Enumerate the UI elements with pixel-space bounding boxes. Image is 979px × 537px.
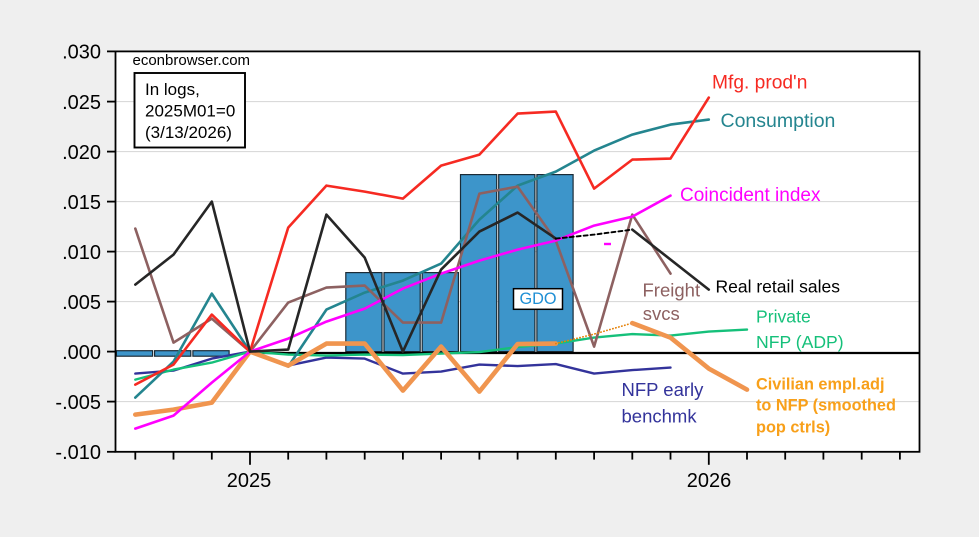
svg-text:pop ctrls): pop ctrls) [756, 419, 830, 437]
svg-text:.005: .005 [62, 292, 101, 314]
svg-text:GDO: GDO [519, 290, 556, 308]
svg-text:-.005: -.005 [55, 392, 101, 414]
svg-text:.020: .020 [62, 142, 101, 164]
svg-text:Private: Private [756, 307, 811, 327]
svg-text:-.010: -.010 [55, 442, 101, 464]
svg-text:2026: 2026 [687, 470, 732, 492]
svg-text:.010: .010 [62, 242, 101, 264]
svg-text:Consumption: Consumption [721, 110, 836, 132]
svg-text:Freight: Freight [643, 279, 701, 300]
svg-text:svcs: svcs [643, 303, 680, 324]
svg-text:NFP (ADP): NFP (ADP) [756, 332, 844, 352]
svg-text:.025: .025 [62, 92, 101, 114]
svg-text:NFP early: NFP early [622, 379, 705, 400]
svg-text:.000: .000 [62, 342, 101, 364]
svg-text:2025: 2025 [227, 470, 272, 492]
svg-text:econbrowser.com: econbrowser.com [133, 52, 251, 69]
svg-text:Civilian empl.adj: Civilian empl.adj [756, 376, 884, 394]
svg-text:.015: .015 [62, 192, 101, 214]
svg-text:benchmk: benchmk [622, 406, 698, 427]
svg-text:2025M01=0: 2025M01=0 [145, 102, 235, 121]
svg-text:Real retail sales: Real retail sales [716, 277, 841, 297]
svg-text:Mfg. prod'n: Mfg. prod'n [712, 73, 807, 94]
svg-text:(3/13/2026): (3/13/2026) [145, 123, 232, 142]
svg-text:In logs,: In logs, [145, 80, 200, 99]
svg-text:.030: .030 [62, 42, 101, 64]
svg-text:to NFP (smoothed: to NFP (smoothed [756, 397, 896, 415]
svg-text:Coincident index: Coincident index [680, 185, 821, 206]
